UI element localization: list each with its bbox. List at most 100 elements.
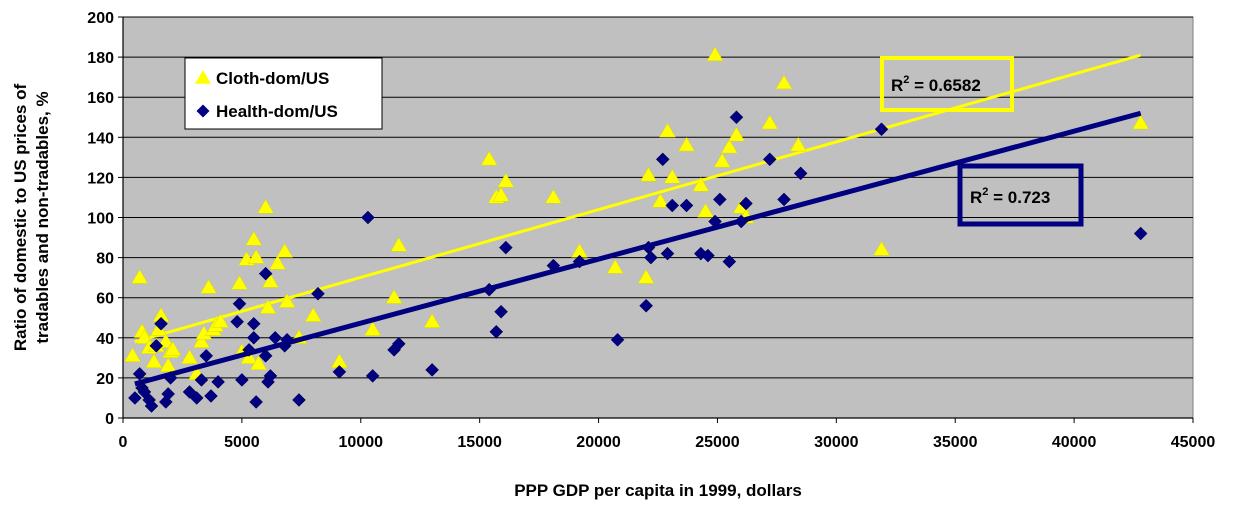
point-health bbox=[546, 258, 561, 273]
point-health bbox=[610, 332, 625, 347]
point-health bbox=[572, 254, 587, 269]
legend-label-health: Health-dom/US bbox=[216, 102, 338, 121]
point-health bbox=[734, 214, 749, 229]
y-tick-label: 120 bbox=[87, 170, 114, 187]
point-cloth bbox=[247, 249, 265, 264]
point-health bbox=[498, 240, 513, 255]
x-tick-label: 45000 bbox=[1171, 434, 1216, 451]
point-health bbox=[249, 395, 264, 409]
point-cloth bbox=[212, 313, 229, 328]
point-cloth bbox=[135, 329, 153, 344]
point-health bbox=[268, 330, 283, 345]
point-cloth bbox=[640, 166, 657, 182]
x-tick-label: 5000 bbox=[224, 434, 260, 451]
r2-box-cloth bbox=[880, 56, 1014, 112]
tick-labels: 0 20 40 60 80 100 120 140 160 180 200 0 5000 10000 150… bbox=[87, 10, 1215, 451]
point-health bbox=[665, 198, 680, 213]
point-cloth bbox=[193, 333, 210, 348]
point-health bbox=[365, 369, 380, 383]
point-cloth bbox=[278, 293, 296, 308]
y-tick-label: 80 bbox=[96, 251, 114, 268]
point-cloth bbox=[873, 241, 890, 256]
legend-label-cloth: Cloth-dom/US bbox=[216, 69, 329, 88]
point-cloth bbox=[385, 289, 403, 304]
point-cloth bbox=[728, 126, 745, 142]
x-tick-label: 25000 bbox=[695, 434, 740, 451]
point-cloth bbox=[390, 237, 408, 252]
point-cloth bbox=[492, 186, 510, 202]
point-health bbox=[280, 332, 294, 347]
point-health bbox=[163, 371, 178, 385]
point-cloth bbox=[480, 150, 498, 166]
point-health bbox=[762, 152, 777, 167]
point-cloth bbox=[145, 353, 163, 368]
point-health bbox=[242, 342, 256, 357]
point-cloth bbox=[131, 269, 149, 284]
y-tick-label: 100 bbox=[87, 211, 114, 228]
point-health bbox=[701, 248, 715, 263]
trendline-cloth bbox=[134, 53, 1142, 344]
point-cloth bbox=[304, 307, 322, 322]
point-health bbox=[246, 330, 261, 345]
point-cloth bbox=[606, 259, 624, 274]
point-health bbox=[739, 196, 753, 211]
y-tick-label: 140 bbox=[87, 130, 114, 147]
point-cloth bbox=[364, 321, 382, 336]
point-cloth bbox=[250, 355, 267, 370]
point-health bbox=[874, 122, 889, 137]
legend-triangle-marker bbox=[195, 70, 211, 84]
point-cloth bbox=[651, 192, 669, 208]
point-cloth bbox=[164, 341, 182, 356]
point-health bbox=[189, 391, 204, 405]
point-cloth bbox=[200, 279, 218, 294]
point-health bbox=[246, 316, 261, 331]
point-health bbox=[679, 198, 694, 213]
point-cloth bbox=[706, 46, 724, 62]
legend-diamond-marker bbox=[196, 104, 210, 118]
point-health bbox=[777, 192, 791, 207]
legend: Cloth-dom/US Health-dom/US bbox=[184, 57, 383, 130]
r2-text-health: R2 = 0.723 bbox=[970, 186, 1050, 207]
point-health bbox=[199, 348, 214, 363]
point-cloth bbox=[269, 255, 286, 270]
point-cloth bbox=[789, 136, 807, 152]
point-health bbox=[793, 166, 808, 181]
point-cloth bbox=[663, 168, 681, 184]
point-cloth bbox=[181, 349, 199, 364]
x-tick-label: 30000 bbox=[814, 434, 859, 451]
point-health bbox=[482, 282, 497, 297]
y-tick-label: 0 bbox=[105, 411, 114, 428]
point-health bbox=[235, 373, 249, 387]
point-cloth bbox=[497, 172, 515, 188]
point-cloth bbox=[775, 74, 793, 90]
point-cloth bbox=[159, 357, 177, 372]
point-health bbox=[489, 324, 504, 339]
x-tick-label: 15000 bbox=[457, 434, 502, 451]
y-tick-label: 160 bbox=[87, 90, 114, 107]
r2-label-cloth: R2 = 0.6582 bbox=[880, 56, 1014, 112]
point-cloth bbox=[761, 114, 779, 130]
r2-label-health: R2 = 0.723 bbox=[957, 163, 1084, 227]
point-health bbox=[332, 365, 347, 379]
point-health bbox=[232, 296, 247, 311]
point-health bbox=[149, 338, 164, 353]
series-layer bbox=[124, 46, 1150, 413]
point-health bbox=[729, 110, 744, 125]
point-health bbox=[161, 387, 176, 401]
point-cloth bbox=[259, 299, 277, 314]
legend-box bbox=[184, 57, 383, 130]
y-tick-label: 60 bbox=[96, 291, 114, 308]
point-cloth bbox=[713, 152, 731, 168]
point-health bbox=[712, 192, 727, 207]
y-tick-label: 40 bbox=[96, 331, 114, 348]
x-tick-label: 10000 bbox=[339, 434, 384, 451]
point-health bbox=[639, 298, 653, 313]
point-health bbox=[258, 266, 273, 281]
r2-box-health bbox=[957, 163, 1084, 227]
y-tick-label: 200 bbox=[87, 10, 114, 27]
point-health bbox=[263, 369, 278, 383]
point-health bbox=[708, 214, 722, 229]
point-health bbox=[128, 391, 142, 405]
r2-text-cloth: R2 = 0.6582 bbox=[891, 74, 981, 95]
